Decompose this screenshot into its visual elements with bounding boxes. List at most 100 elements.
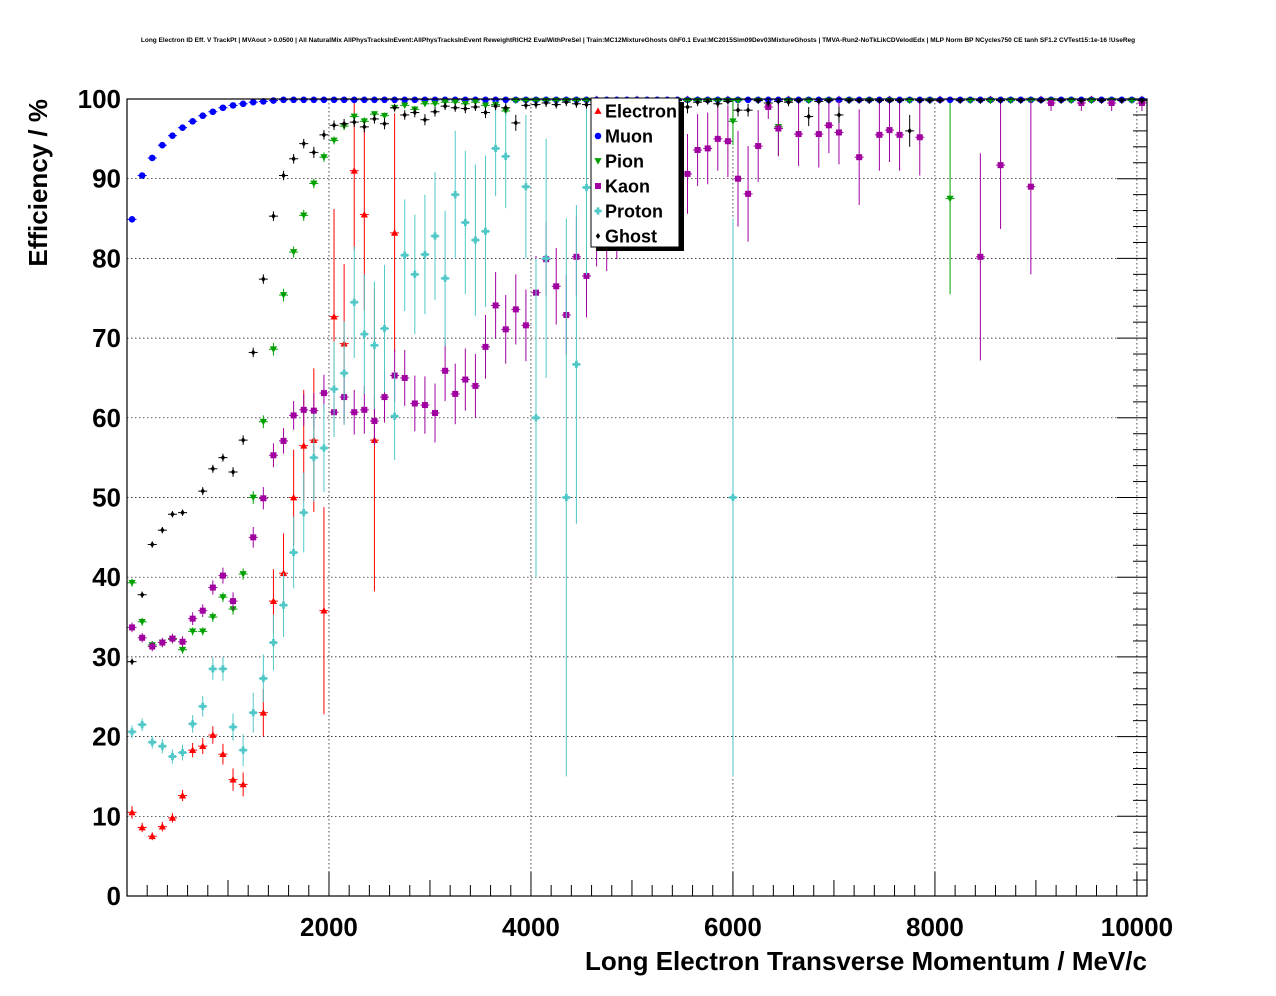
muon-point bbox=[138, 172, 146, 179]
proton-point bbox=[300, 509, 308, 517]
series-proton bbox=[127, 99, 738, 777]
ghost-point bbox=[836, 111, 842, 118]
kaon-point bbox=[482, 343, 489, 350]
electron-point bbox=[279, 569, 288, 577]
kaon-point bbox=[825, 122, 832, 129]
kaon-point bbox=[149, 643, 156, 650]
ghost-point bbox=[715, 100, 720, 107]
kaon-point bbox=[724, 138, 731, 145]
electron-point bbox=[300, 442, 308, 449]
proton-point bbox=[158, 742, 166, 750]
kaon-point bbox=[704, 145, 711, 152]
proton-point bbox=[380, 324, 389, 333]
ghost-point bbox=[412, 109, 418, 116]
proton-point bbox=[279, 601, 288, 609]
ghost-point bbox=[382, 120, 387, 127]
muon-point bbox=[946, 96, 954, 104]
kaon-point bbox=[199, 607, 206, 614]
legend-marker-kaon bbox=[595, 183, 601, 189]
kaon-point bbox=[411, 400, 418, 407]
pion-point bbox=[310, 180, 318, 188]
muon-point bbox=[835, 96, 843, 104]
y-tick-label: 0 bbox=[107, 881, 121, 911]
ghost-point bbox=[705, 98, 710, 105]
ghost-point bbox=[554, 101, 559, 108]
kaon-point bbox=[856, 154, 863, 161]
pion-point bbox=[219, 594, 227, 601]
kaon-point bbox=[684, 170, 691, 177]
muon-point bbox=[482, 96, 489, 104]
axes: 2000 4000 6000 8000 10000 0 10 20 30 40 50 60 70 80 90… bbox=[78, 84, 1173, 942]
electron-point bbox=[350, 167, 358, 174]
electron-point bbox=[199, 742, 207, 750]
kaon-point bbox=[745, 190, 752, 197]
kaon-point bbox=[734, 175, 741, 182]
kaon-point bbox=[320, 390, 327, 397]
ghost-point bbox=[796, 97, 801, 104]
pion-point bbox=[259, 418, 267, 426]
ghost-point bbox=[402, 111, 407, 118]
ghost-point bbox=[372, 115, 377, 122]
proton-point bbox=[269, 638, 278, 647]
proton-point bbox=[168, 752, 177, 761]
ghost-point bbox=[341, 120, 347, 127]
legend-label-electron: Electron bbox=[605, 102, 677, 122]
kaon-point bbox=[159, 639, 166, 646]
ghost-point bbox=[170, 511, 175, 518]
x-tick-label: 2000 bbox=[300, 912, 358, 942]
ghost-point bbox=[220, 454, 226, 461]
kaon-point bbox=[502, 326, 509, 333]
y-tick-label: 30 bbox=[92, 642, 121, 672]
kaon-point bbox=[775, 125, 782, 132]
pion-point bbox=[199, 628, 207, 635]
muon-point bbox=[239, 100, 247, 108]
proton-point bbox=[522, 183, 530, 191]
kaon-point bbox=[401, 374, 408, 381]
muon-point bbox=[229, 102, 237, 109]
kaon-point bbox=[432, 410, 439, 417]
x-tick-label: 4000 bbox=[502, 912, 560, 942]
ghost-point bbox=[473, 103, 478, 110]
y-tick-label: 20 bbox=[92, 722, 121, 752]
x-tick-label: 8000 bbox=[906, 912, 964, 942]
electron-point bbox=[148, 832, 156, 840]
pion-point bbox=[946, 195, 954, 203]
pion-point bbox=[330, 137, 338, 145]
muon-point bbox=[300, 96, 308, 104]
proton-point bbox=[461, 218, 469, 227]
proton-point bbox=[471, 236, 480, 244]
proton-point bbox=[370, 341, 379, 349]
kaon-point bbox=[250, 534, 257, 541]
ghost-point bbox=[129, 658, 135, 665]
y-tick-label: 40 bbox=[92, 562, 121, 592]
proton-point bbox=[148, 738, 156, 746]
ghost-point bbox=[574, 100, 579, 107]
ghost-point bbox=[725, 98, 731, 105]
kaon-point bbox=[462, 376, 469, 383]
pion-point bbox=[249, 494, 257, 502]
ghost-point bbox=[442, 103, 448, 110]
proton-point bbox=[411, 270, 419, 278]
muon-point bbox=[411, 96, 419, 104]
kaon-point bbox=[553, 283, 560, 290]
kaon-point bbox=[219, 572, 226, 579]
ghost-point bbox=[503, 104, 508, 111]
legend-label-ghost: Ghost bbox=[605, 227, 657, 247]
muon-point bbox=[350, 96, 358, 104]
proton-point bbox=[199, 702, 207, 710]
muon-point bbox=[280, 96, 287, 104]
kaon-point bbox=[886, 127, 893, 134]
kaon-point bbox=[139, 634, 146, 641]
proton-point bbox=[492, 144, 500, 153]
pion-point bbox=[431, 100, 439, 108]
muon-point bbox=[199, 112, 207, 120]
kaon-point bbox=[714, 135, 721, 142]
pion-point bbox=[290, 249, 298, 256]
muon-point bbox=[249, 98, 257, 106]
kaon-point bbox=[492, 302, 499, 309]
ghost-point bbox=[776, 98, 781, 105]
electron-point bbox=[209, 731, 217, 738]
muon-point bbox=[371, 96, 378, 104]
kaon-point bbox=[512, 306, 519, 313]
legend: Electron Muon Pion Kaon Proton Ghost bbox=[590, 97, 684, 251]
